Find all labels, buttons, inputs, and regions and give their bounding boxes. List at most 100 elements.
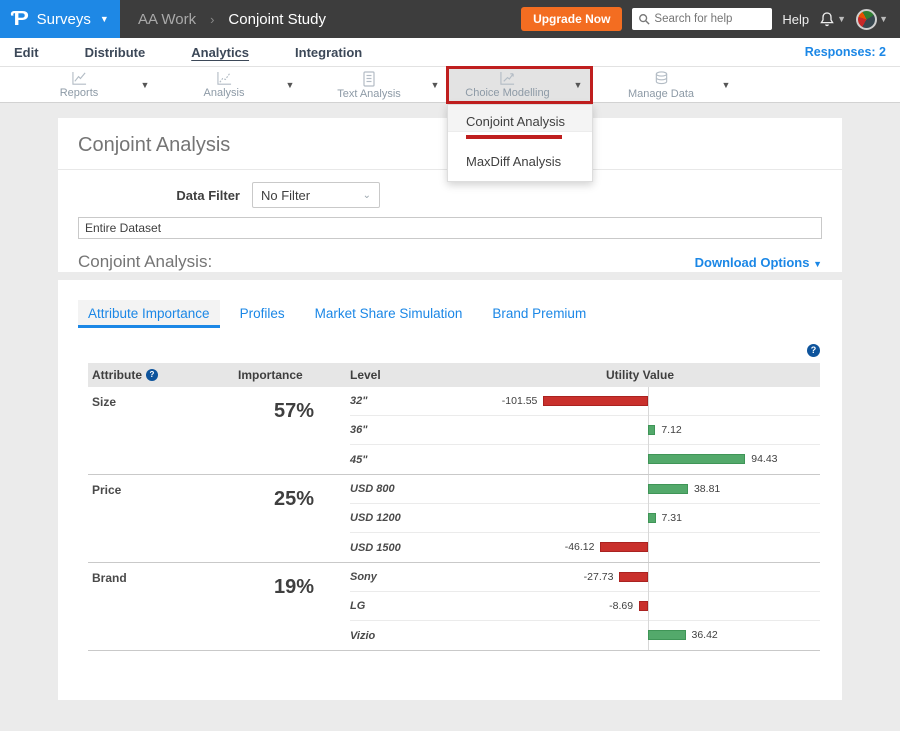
utility-row: USD 800 38.81 <box>350 474 820 504</box>
attribute-name: Brand <box>92 571 127 585</box>
manage-data-dropdown-caret[interactable]: ▼ <box>721 80 731 90</box>
bell-icon <box>820 11 834 26</box>
avatar <box>856 8 878 30</box>
level-label: 36" <box>350 424 368 436</box>
utility-bar-cell: 7.31 <box>460 503 820 533</box>
utility-value-label: -101.55 <box>501 394 538 407</box>
upgrade-now-button[interactable]: Upgrade Now <box>521 7 623 31</box>
importance-cell: 25% <box>238 475 350 562</box>
help-search-input[interactable] <box>654 13 765 25</box>
data-filter-select[interactable]: No Filter ⌄ <box>252 182 380 208</box>
conjoint-section-row: Conjoint Analysis: Download Options ▼ <box>58 239 842 272</box>
attribute-name: Price <box>92 483 122 497</box>
nav-item-edit[interactable]: Edit <box>14 44 39 60</box>
help-icon[interactable]: ? <box>146 369 158 381</box>
choice-modelling-dropdown-caret[interactable]: ▼ <box>573 80 583 90</box>
utility-value-label: -46.12 <box>564 541 595 553</box>
utility-bar-cell: 38.81 <box>460 474 820 504</box>
text-analysis-button[interactable]: Text Analysis <box>315 67 423 103</box>
reports-dropdown-caret[interactable]: ▼ <box>140 80 150 90</box>
notifications-menu[interactable]: ▼ <box>819 11 846 28</box>
utility-row: USD 1200 7.31 <box>350 503 820 533</box>
utility-bar-cell: -46.12 <box>460 533 820 562</box>
column-header-attribute: Attribute ? <box>88 363 238 387</box>
results-tabs: Attribute Importance Profiles Market Sha… <box>78 300 822 328</box>
top-bar: Ƥ Surveys ▼ AA Work › Conjoint Study Upg… <box>0 0 900 38</box>
tab-market-share-simulation[interactable]: Market Share Simulation <box>314 306 463 321</box>
download-options-link[interactable]: Download Options ▼ <box>694 254 822 270</box>
chevron-down-icon: ▼ <box>813 258 822 269</box>
surveys-menu-label: Surveys <box>36 10 91 28</box>
toolbar-group-choice-modelling: Choice Modelling ▼ <box>449 67 590 103</box>
tab-brand-premium[interactable]: Brand Premium <box>492 306 587 321</box>
nav-item-analytics[interactable]: Analytics <box>191 44 250 60</box>
chevron-down-icon: ▼ <box>99 13 109 24</box>
nav-item-integration[interactable]: Integration <box>295 44 363 60</box>
attribute-cell: Brand <box>88 563 238 650</box>
importance-value: 25% <box>273 488 315 510</box>
toolbar-group-analysis: Analysis ▼ <box>170 67 302 103</box>
manage-data-button[interactable]: Manage Data <box>608 67 714 103</box>
questionpro-logo-icon: Ƥ <box>10 7 29 30</box>
menu-item-maxdiff-analysis[interactable]: MaxDiff Analysis <box>466 154 562 169</box>
utility-bar <box>639 600 648 611</box>
level-label: Sony <box>350 571 377 583</box>
levels-column: 32" -101.55 36" 7.12 45" 94.43 <box>350 386 820 474</box>
utility-table-header: Attribute ? Importance Level Utility Val… <box>88 363 820 387</box>
search-icon <box>639 14 651 25</box>
survey-nav: Edit Distribute Analytics Integration Re… <box>0 38 900 67</box>
choice-modelling-button[interactable]: Choice Modelling <box>449 67 566 103</box>
level-label: LG <box>350 600 366 612</box>
utility-row: USD 1500 -46.12 <box>350 533 820 562</box>
account-menu[interactable]: ▼ <box>856 8 888 30</box>
column-header-level: Level <box>350 368 381 382</box>
nav-item-distribute[interactable]: Distribute <box>84 44 146 60</box>
tab-profiles[interactable]: Profiles <box>239 306 285 321</box>
utility-row: 45" 94.43 <box>350 445 820 474</box>
attribute-importance-panel: Attribute Importance Profiles Market Sha… <box>58 280 842 700</box>
utility-value-label: 38.81 <box>693 482 721 495</box>
attribute-name: Size <box>92 395 117 409</box>
breadcrumb: AA Work › Conjoint Study <box>138 11 326 28</box>
data-filter-selected-value: No Filter <box>261 187 311 203</box>
page-title: Conjoint Analysis <box>78 134 231 156</box>
breadcrumb-parent[interactable]: AA Work <box>138 10 197 28</box>
analysis-dropdown-caret[interactable]: ▼ <box>285 80 295 90</box>
table-section-brand: Brand 19% Sony -27.73 LG -8.69 Vizio 36.42 <box>88 562 820 651</box>
utility-value-label: 7.31 <box>661 511 682 524</box>
help-icon[interactable]: ? <box>807 343 820 357</box>
analytics-toolbar: Reports ▼ Analysis ▼ Text Analysis ▼ Cho… <box>0 67 900 103</box>
section-title: Conjoint Analysis: <box>78 252 213 271</box>
importance-value: 57% <box>273 400 315 422</box>
reports-button[interactable]: Reports <box>25 67 133 103</box>
attribute-cell: Size <box>88 387 238 474</box>
level-label: 45" <box>350 453 368 466</box>
utility-bar-cell: -101.55 <box>460 386 820 416</box>
utility-value-label: 7.12 <box>661 423 682 436</box>
level-label: USD 1200 <box>350 512 401 524</box>
menu-item-conjoint-analysis[interactable]: Conjoint Analysis <box>448 105 592 132</box>
utility-row: LG -8.69 <box>350 591 820 621</box>
utility-bar-cell: 36.42 <box>460 621 820 650</box>
help-link[interactable]: Help <box>782 11 810 27</box>
utility-bar-cell: -8.69 <box>460 591 820 621</box>
choice-modelling-dropdown-menu: Conjoint Analysis MaxDiff Analysis <box>447 104 593 182</box>
tab-attribute-importance[interactable]: Attribute Importance <box>78 300 220 328</box>
topbar-actions: Upgrade Now Help ▼ ▼ <box>521 7 900 31</box>
trend-chart-icon <box>216 71 231 85</box>
levels-column: USD 800 38.81 USD 1200 7.31 USD 1500 -46.12 <box>350 474 820 562</box>
utility-value-label: 94.43 <box>751 453 778 465</box>
dataset-input[interactable] <box>78 217 822 239</box>
line-chart-icon <box>71 71 86 85</box>
chevron-down-icon: ⌄ <box>362 189 371 201</box>
utility-bar <box>648 454 746 464</box>
analysis-button[interactable]: Analysis <box>170 67 278 103</box>
utility-table: Attribute ? Importance Level Utility Val… <box>88 363 820 651</box>
help-search[interactable] <box>632 8 773 30</box>
text-analysis-dropdown-caret[interactable]: ▼ <box>430 80 440 90</box>
surveys-menu[interactable]: Ƥ Surveys ▼ <box>0 0 120 38</box>
column-header-utility-value: Utility Value <box>605 368 675 382</box>
chevron-down-icon: ▼ <box>837 13 847 24</box>
toolbar-group-text-analysis: Text Analysis ▼ <box>315 67 447 103</box>
utility-table-body: Size 57% 32" -101.55 36" 7.12 45" 94.43 Price 25%… <box>88 386 820 651</box>
